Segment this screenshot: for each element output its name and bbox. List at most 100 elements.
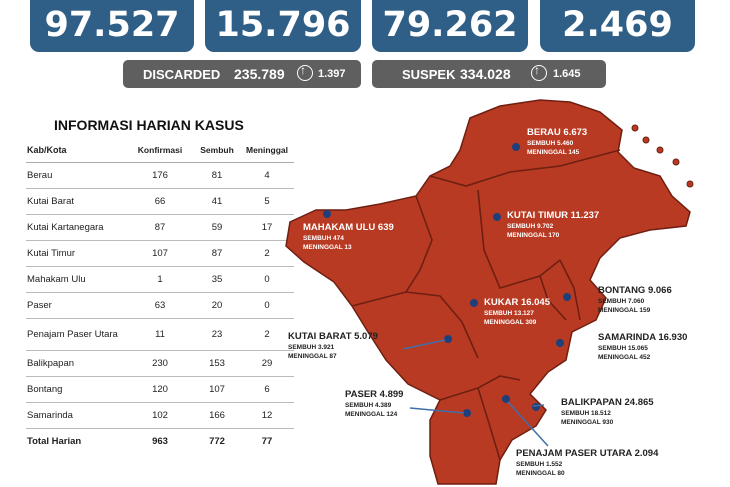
cell-sembuh: 153	[194, 350, 240, 377]
label-title: PASER 4.899	[345, 389, 404, 400]
cell-meninggal: 4	[240, 162, 294, 189]
cell-kab: Paser	[26, 292, 126, 319]
label-kutai-timur: KUTAI TIMUR 11.237 SEMBUH 9.702 MENINGGAL …	[507, 210, 600, 240]
cell-sembuh: 20	[194, 292, 240, 319]
map-marker-berau	[512, 143, 520, 151]
cell-kab: Total Harian	[27, 436, 82, 448]
cell-kab: Kutai Barat	[26, 188, 126, 215]
discarded-value: 235.789	[234, 66, 285, 82]
cell-konfirmasi: 107	[126, 240, 194, 267]
table-row: Paser 63 20 0	[26, 292, 294, 319]
cell-konfirmasi: 230	[126, 350, 194, 377]
cell-meninggal: 2	[240, 318, 294, 351]
map-marker-balikpapan	[532, 403, 540, 411]
cell-meninggal: 12	[240, 402, 294, 429]
suspek-change: 1.645	[553, 68, 581, 80]
label-title: MAHAKAM ULU 639	[303, 222, 394, 233]
discarded-box: DISCARDED 235.789 1.397	[123, 60, 361, 88]
table-row: Kutai Kartanegara 87 59 17	[26, 214, 294, 241]
stat-box-4: 2.469	[540, 0, 695, 52]
cell-konfirmasi: 87	[126, 214, 194, 241]
cell-konfirmasi: 11	[126, 318, 194, 351]
map-marker-bontang	[563, 293, 571, 301]
cell-meninggal: 0	[240, 266, 294, 293]
table-title: INFORMASI HARIAN KASUS	[54, 117, 244, 133]
table-row: Kutai Barat 66 41 5	[26, 188, 294, 215]
cell-meninggal: 6	[240, 376, 294, 403]
label-stats: SEMBUH 7.060 MENINGGAL 159	[598, 298, 651, 314]
cell-sembuh: 87	[194, 240, 240, 267]
cell-sembuh: 35	[194, 266, 240, 293]
cell-kab: Kutai Timur	[26, 240, 126, 267]
cell-meninggal: 2	[240, 240, 294, 267]
table-row: Balikpapan 230 153 29	[26, 350, 294, 377]
arrow-up-icon	[531, 63, 547, 81]
cell-kab: Kutai Kartanegara	[26, 214, 126, 241]
label-title: PENAJAM PASER UTARA 2.094	[516, 448, 659, 459]
label-paser: PASER 4.899 SEMBUH 4.389 MENINGGAL 124	[345, 389, 404, 419]
cell-konfirmasi: 120	[126, 376, 194, 403]
label-berau: BERAU 6.673 SEMBUH 5.460 MENINGGAL 145	[527, 127, 588, 157]
label-stats: SEMBUH 18.512 MENINGGAL 930	[561, 410, 614, 426]
cell-kab: Samarinda	[26, 402, 126, 429]
cell-sembuh: 41	[194, 188, 240, 215]
label-title: KUKAR 16.045	[484, 297, 550, 308]
cell-sembuh: 772	[209, 436, 225, 448]
table-row: Kutai Timur 107 87 2	[26, 240, 294, 267]
cell-meninggal: 17	[240, 214, 294, 241]
cell-konfirmasi: 1	[126, 266, 194, 293]
table-total-row: Total Harian 963 772 77	[26, 429, 294, 455]
label-stats: SEMBUH 1.552 MENINGGAL 80	[516, 461, 565, 477]
label-stats: SEMBUH 3.921 MENINGGAL 87	[288, 344, 337, 360]
label-title: KUTAI TIMUR 11.237	[507, 210, 600, 221]
table-row: Samarinda 102 166 12	[26, 402, 294, 429]
label-kutai-barat: KUTAI BARAT 5.079 SEMBUH 3.921 MENINGGAL 8…	[288, 331, 378, 361]
stat-box-3: 79.262	[372, 0, 528, 52]
label-stats: SEMBUH 4.389 MENINGGAL 124	[345, 402, 398, 418]
stat-box-1: 97.527	[30, 0, 194, 52]
cell-sembuh: 59	[194, 214, 240, 241]
table-row: Berau 176 81 4	[26, 162, 294, 189]
cell-konfirmasi: 176	[126, 162, 194, 189]
cell-meninggal: 0	[240, 292, 294, 319]
suspek-label: SUSPEK	[402, 67, 456, 82]
map-marker-kutai-timur	[493, 213, 501, 221]
map-marker-mahakam-ulu	[323, 210, 331, 218]
cell-konfirmasi: 102	[126, 402, 194, 429]
cell-kab: Mahakam Ulu	[26, 266, 126, 293]
map-marker-paser	[463, 409, 471, 417]
label-title: BONTANG 9.066	[598, 285, 672, 296]
cell-konfirmasi: 63	[126, 292, 194, 319]
header-meninggal: Meninggal	[240, 138, 294, 163]
label-ppu: PENAJAM PASER UTARA 2.094 SEMBUH 1.552 MEN…	[516, 448, 659, 478]
map-marker-ppu	[502, 395, 510, 403]
cell-konfirmasi: 963	[152, 436, 168, 448]
stat-box-2: 15.796	[205, 0, 361, 52]
label-stats: SEMBUH 9.702 MENINGGAL 170	[507, 223, 560, 239]
label-stats: SEMBUH 15.065 MENINGGAL 452	[598, 345, 651, 361]
suspek-box: SUSPEK 334.028 1.645	[372, 60, 606, 88]
label-title: BALIKPAPAN 24.865	[561, 397, 654, 408]
table-row: Bontang 120 107 6	[26, 376, 294, 403]
discarded-change: 1.397	[318, 68, 346, 80]
daily-cases-table: Kab/Kota Konfirmasi Sembuh Meninggal Ber…	[26, 138, 294, 455]
label-stats: SEMBUH 13.127 MENINGGAL 309	[484, 310, 537, 326]
map-marker-kukar	[470, 299, 478, 307]
discarded-label: DISCARDED	[143, 67, 221, 82]
cell-sembuh: 166	[194, 402, 240, 429]
cell-konfirmasi: 66	[126, 188, 194, 215]
label-stats: SEMBUH 474 MENINGGAL 13	[303, 235, 352, 251]
label-stats: SEMBUH 5.460 MENINGGAL 145	[527, 140, 580, 156]
cell-kab: Bontang	[26, 376, 126, 403]
table-row: Mahakam Ulu 1 35 0	[26, 266, 294, 293]
label-kukar: KUKAR 16.045 SEMBUH 13.127 MENINGGAL 309	[484, 297, 550, 327]
cell-kab: Berau	[26, 162, 126, 189]
label-balikpapan: BALIKPAPAN 24.865 SEMBUH 18.512 MENINGGAL …	[561, 397, 654, 427]
label-title: BERAU 6.673	[527, 127, 588, 138]
map-marker-samarinda	[556, 339, 564, 347]
cell-kab: Balikpapan	[26, 350, 126, 377]
label-title: SAMARINDA 16.930	[598, 332, 688, 343]
label-title: KUTAI BARAT 5.079	[288, 331, 378, 342]
cell-meninggal: 29	[240, 350, 294, 377]
